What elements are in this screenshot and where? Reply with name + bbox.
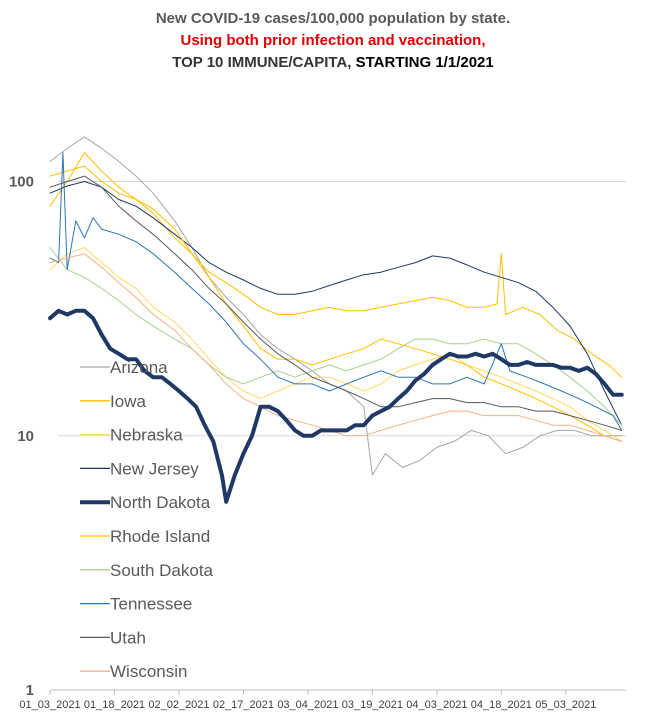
x-tick-label: 03_19_2021 bbox=[342, 699, 403, 711]
series-line-7 bbox=[49, 152, 623, 431]
y-tick-label: 1 bbox=[26, 682, 34, 699]
series-line-4 bbox=[48, 308, 624, 504]
series-line-3 bbox=[49, 181, 623, 426]
legend-label-5: Rhode Island bbox=[110, 527, 210, 546]
title-line-3: TOP 10 IMMUNE/CAPITA, STARTING 1/1/2021 bbox=[0, 52, 666, 74]
x-tick-label: 02_02_2021 bbox=[148, 699, 209, 711]
series-line-6 bbox=[49, 247, 623, 426]
chart-title: New COVID-19 cases/100,000 population by… bbox=[0, 8, 666, 74]
x-tick-label: 05_03_2021 bbox=[535, 699, 596, 711]
series-lines bbox=[48, 136, 624, 504]
x-tick-label: 03_04_2021 bbox=[277, 699, 338, 711]
title-line-2: Using both prior infection and vaccinati… bbox=[180, 32, 486, 49]
title-line-3b: STARTING 1/1/2021 bbox=[355, 54, 494, 71]
y-tick-label: 100 bbox=[9, 174, 34, 191]
series-line-5 bbox=[49, 165, 623, 442]
legend-label-2: Nebraska bbox=[110, 426, 183, 445]
series-line-9 bbox=[49, 253, 623, 442]
legend-label-7: Tennessee bbox=[110, 595, 192, 614]
x-tick-label: 01_03_2021 bbox=[19, 699, 80, 711]
legend-label-8: Utah bbox=[110, 628, 146, 647]
legend-label-1: Iowa bbox=[110, 392, 146, 411]
legend-label-0: Arizona bbox=[110, 358, 168, 377]
legend-label-9: Wisconsin bbox=[110, 662, 187, 681]
title-line-1: New COVID-19 cases/100,000 population by… bbox=[155, 10, 511, 27]
series-line-0 bbox=[49, 136, 623, 476]
title-line-3a: TOP 10 IMMUNE/CAPITA, bbox=[172, 54, 352, 71]
legend-label-4: North Dakota bbox=[110, 493, 211, 512]
x-tick-label: 04_18_2021 bbox=[471, 699, 532, 711]
x-tick-label: 04_03_2021 bbox=[406, 699, 467, 711]
x-tick-label: 02_17_2021 bbox=[213, 699, 274, 711]
series-line-8 bbox=[49, 175, 623, 431]
y-tick-label: 10 bbox=[17, 428, 34, 445]
x-tick-label: 01_18_2021 bbox=[84, 699, 145, 711]
legend-label-3: New Jersey bbox=[110, 459, 199, 478]
legend: Arizona Iowa Nebraska New Jersey North Dakot… bbox=[80, 358, 214, 681]
legend-label-6: South Dakota bbox=[110, 561, 214, 580]
series-line-2 bbox=[49, 247, 623, 442]
gridlines bbox=[58, 181, 626, 437]
series-line-1 bbox=[49, 152, 623, 378]
axes: 1 10 100 01_03_2021 01_18_2021 02_02_2021 02_1… bbox=[9, 174, 626, 711]
